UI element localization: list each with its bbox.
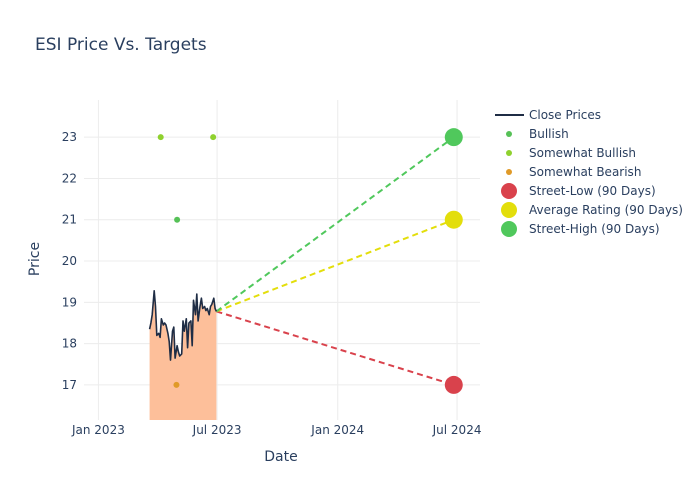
- y-tick-label: 17: [62, 378, 77, 392]
- x-tick-label: Jul 2024: [432, 423, 482, 437]
- legend-item[interactable]: Somewhat Bearish: [506, 165, 641, 179]
- y-axis-label: Price: [27, 242, 43, 276]
- close-price-path: [148, 290, 218, 361]
- target-marker-low: [444, 375, 463, 394]
- rating-point-somewhat-bearish: [173, 381, 180, 388]
- legend-dot-symbol: [506, 150, 512, 156]
- y-tick-label: 21: [62, 213, 77, 227]
- legend-marker-symbol: [501, 221, 517, 237]
- legend-label: Street-High (90 Days): [529, 222, 660, 236]
- x-tick-label: Jul 2023: [192, 423, 242, 437]
- legend-item[interactable]: Street-High (90 Days): [501, 221, 660, 237]
- rating-point-bullish: [174, 216, 181, 223]
- y-tick-label: 23: [62, 130, 77, 144]
- target-marker-avg: [444, 210, 463, 229]
- legend-item[interactable]: Street-Low (90 Days): [501, 183, 656, 199]
- legend-label: Average Rating (90 Days): [529, 203, 683, 217]
- legend-marker-symbol: [501, 183, 517, 199]
- legend-marker-symbol: [501, 202, 517, 218]
- target-line-avg: [216, 218, 455, 313]
- x-axis-label: Date: [264, 449, 297, 465]
- rating-points: [157, 134, 217, 388]
- legend[interactable]: Close Prices Bullish Somewhat Bullish Somew…: [495, 108, 683, 237]
- rating-point-somewhat-bullish: [157, 134, 164, 141]
- legend-item[interactable]: Somewhat Bullish: [506, 146, 636, 160]
- legend-label: Bullish: [529, 127, 569, 141]
- legend-item[interactable]: Close Prices: [495, 108, 601, 122]
- target-line-high: [215, 136, 455, 313]
- legend-label: Somewhat Bullish: [529, 146, 636, 160]
- legend-dot-symbol: [506, 131, 512, 137]
- legend-label: Street-Low (90 Days): [529, 184, 656, 198]
- grid: [84, 100, 480, 420]
- x-axis-ticks: Jan 2023 Jul 2023 Jan 2024 Jul 2024: [71, 423, 481, 437]
- target-line-low: [216, 310, 455, 386]
- close-price-area: [149, 290, 217, 420]
- y-tick-label: 22: [62, 171, 77, 185]
- x-tick-label: Jan 2023: [71, 423, 125, 437]
- legend-dot-symbol: [506, 169, 512, 175]
- x-tick-label: Jan 2024: [310, 423, 364, 437]
- target-marker-high: [444, 128, 463, 147]
- y-tick-label: 19: [62, 295, 77, 309]
- rating-point-somewhat-bullish: [210, 134, 217, 141]
- close-price-line: [148, 290, 218, 361]
- legend-item[interactable]: Bullish: [506, 127, 569, 141]
- legend-label: Somewhat Bearish: [529, 165, 641, 179]
- target-lines: [215, 128, 463, 394]
- legend-item[interactable]: Average Rating (90 Days): [501, 202, 683, 218]
- chart-title: ESI Price Vs. Targets: [35, 35, 207, 55]
- legend-label: Close Prices: [529, 108, 601, 122]
- y-tick-label: 18: [62, 337, 77, 351]
- y-axis-ticks: 17 18 19 20 21 22 23: [62, 130, 77, 392]
- close-price-fill: [149, 290, 217, 420]
- y-tick-label: 20: [62, 254, 77, 268]
